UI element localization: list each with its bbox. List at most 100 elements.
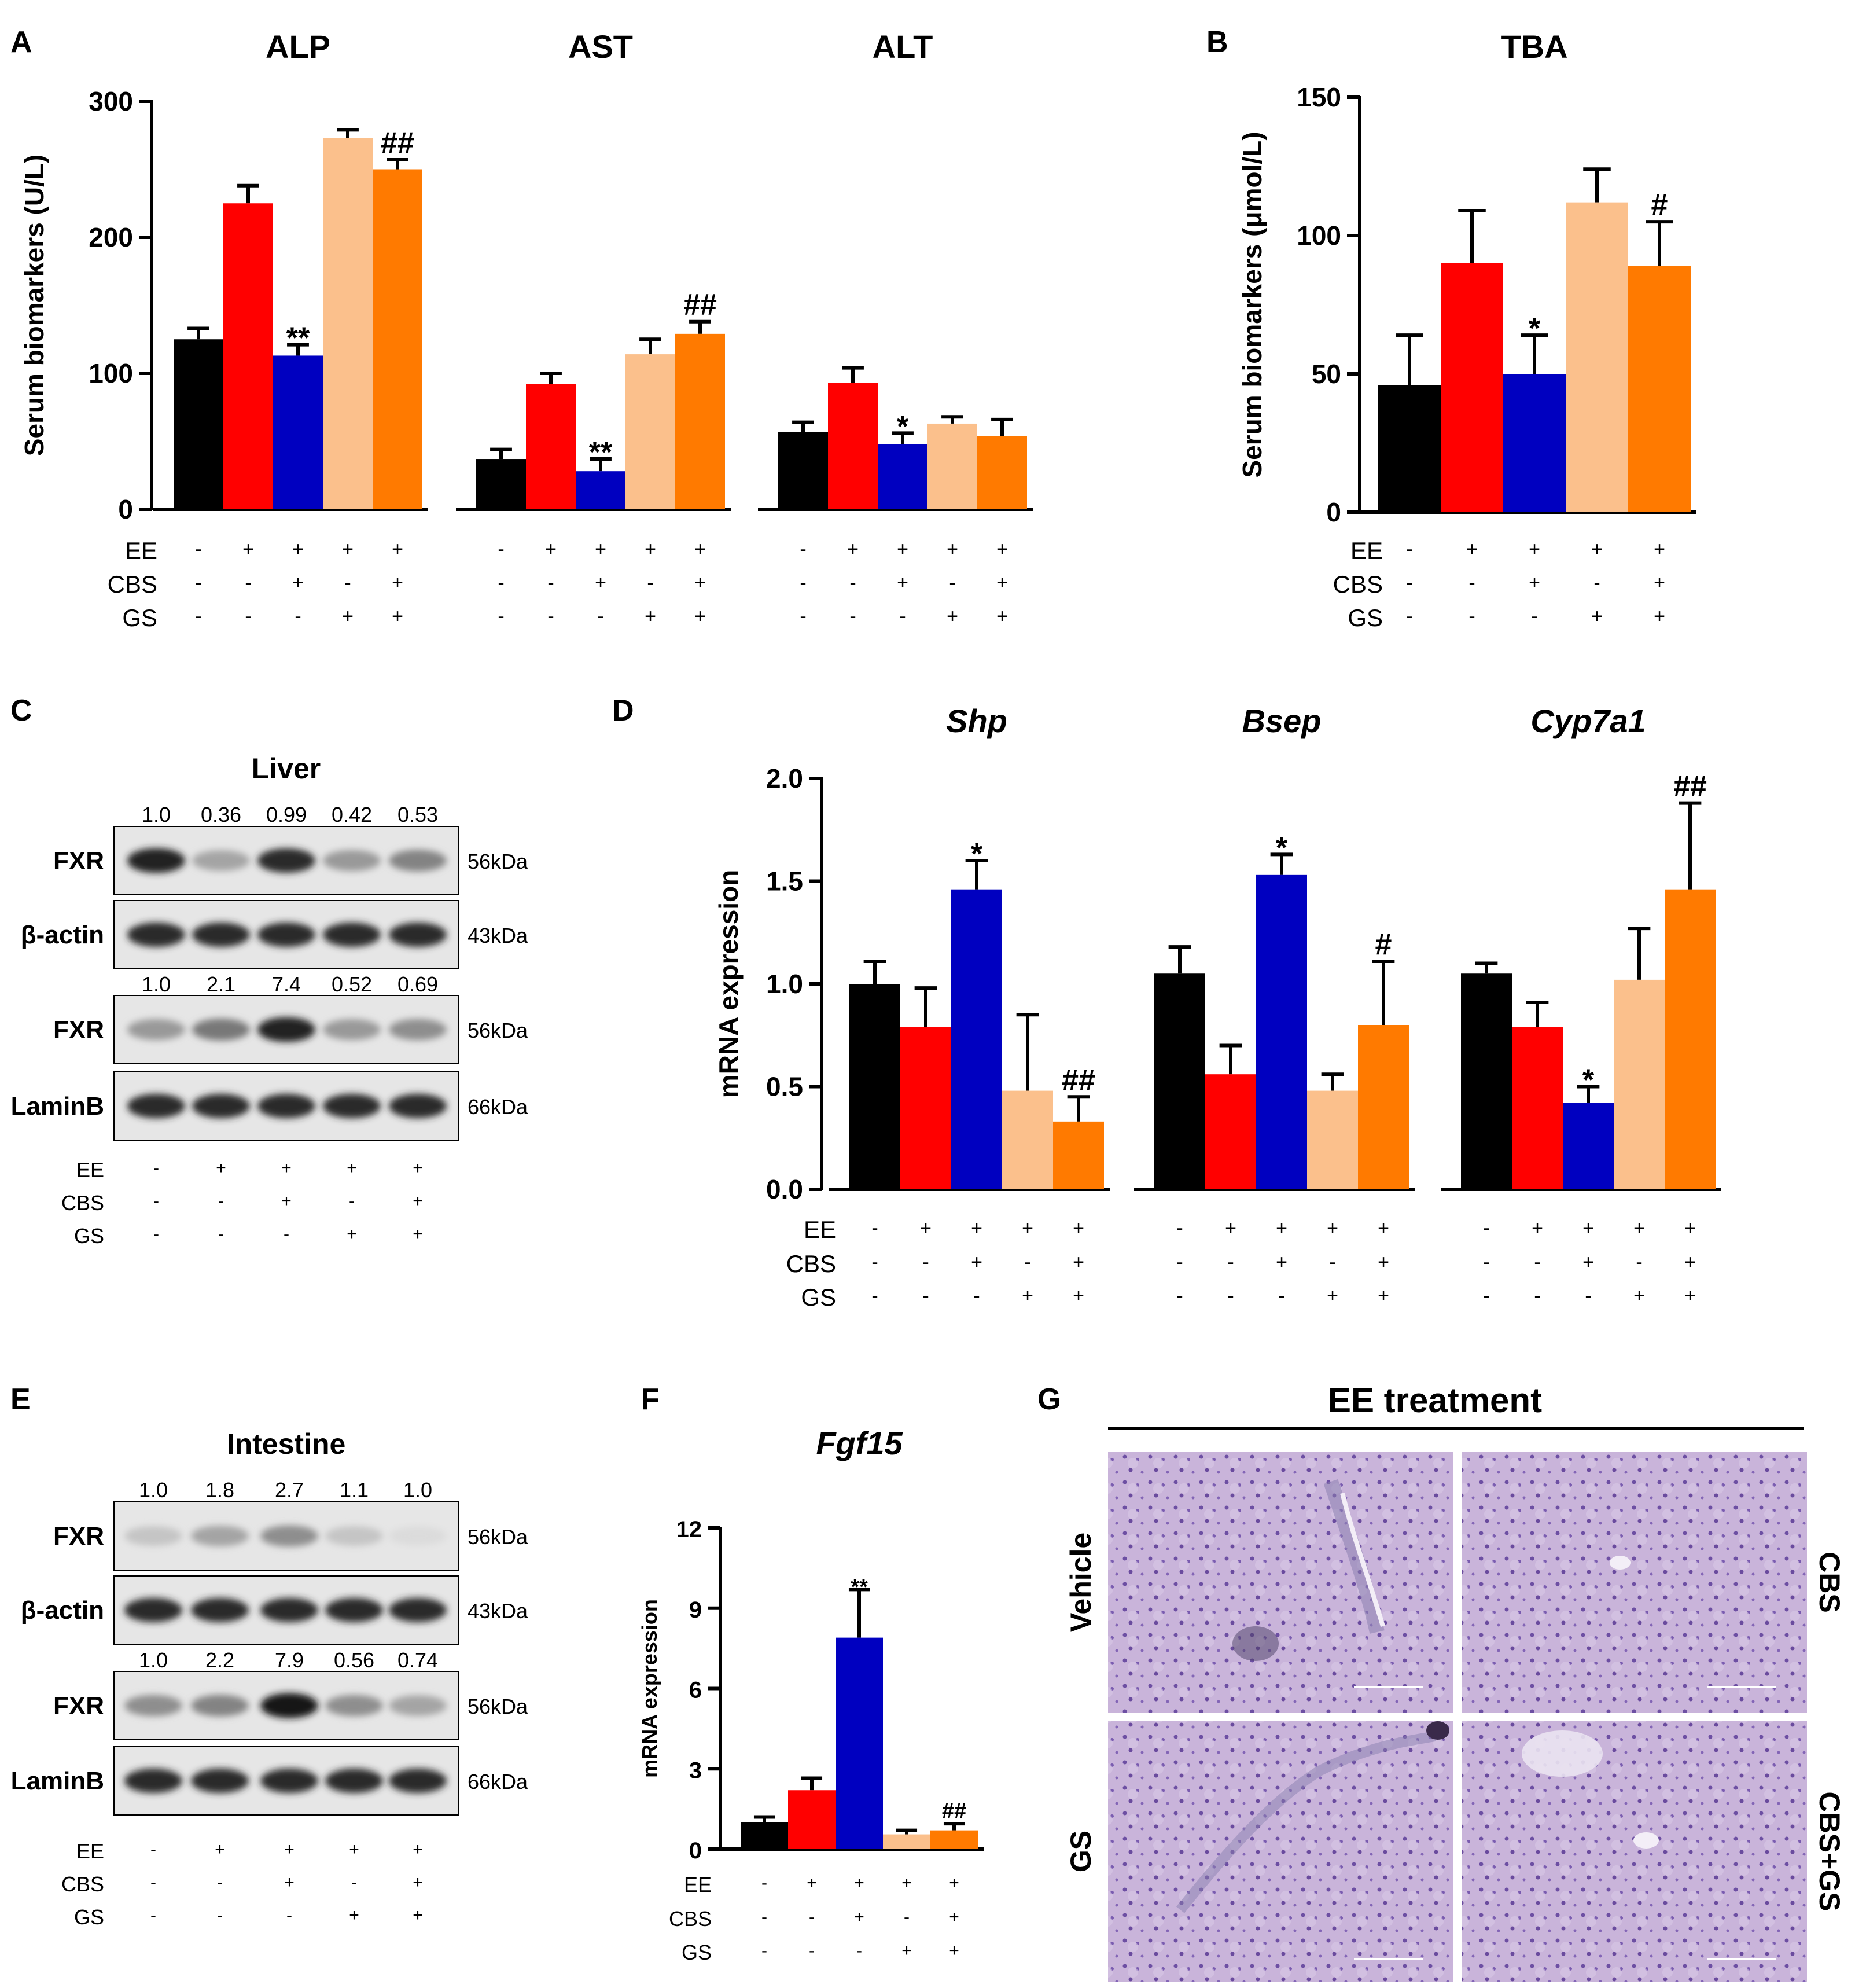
treatment-sign: - <box>218 1192 224 1211</box>
treatment-sign: + <box>694 572 706 594</box>
chart-panel-f: 0 3 6 9 12 mRNA expression Fgf15 ** ## - + + + + - - + - +… <box>638 1425 984 1964</box>
treatment-sign: + <box>1529 572 1540 594</box>
y-tick-label: 1.0 <box>766 969 803 999</box>
treatment-sign: + <box>971 1217 982 1239</box>
treatment-sign: + <box>284 1873 295 1892</box>
y-tick-label: 200 <box>89 222 133 252</box>
blot-band <box>323 1019 381 1041</box>
bar <box>1628 266 1691 512</box>
treatment-sign: - <box>1176 1251 1183 1273</box>
blot-band <box>257 1017 315 1042</box>
treatment-sign: + <box>1684 1285 1696 1307</box>
treatment-sign: + <box>595 538 606 560</box>
bar <box>977 436 1027 509</box>
quantification-value: 1.8 <box>205 1478 234 1502</box>
blot-band <box>325 1695 383 1717</box>
treatment-sign: - <box>922 1285 929 1307</box>
bar <box>1053 1121 1104 1189</box>
band-label: β-actin <box>21 921 104 949</box>
significance-label: * <box>971 837 983 871</box>
treatment-sign: - <box>195 538 201 560</box>
bar <box>373 169 422 509</box>
blot-band <box>191 1526 249 1546</box>
treatment-row-label: EE <box>804 1216 836 1243</box>
treatment-sign: - <box>547 572 554 594</box>
treatment-sign: + <box>1327 1217 1338 1239</box>
bar <box>1563 1103 1614 1189</box>
treatment-sign: - <box>849 572 856 594</box>
blot-band <box>192 922 250 947</box>
molecular-weight-label: 56kDa <box>468 1695 528 1718</box>
treatment-sign: + <box>996 572 1008 594</box>
significance-label: ** <box>286 322 310 355</box>
significance-label: ** <box>589 436 613 469</box>
y-tick-label: 150 <box>1297 82 1341 112</box>
treatment-sign: + <box>1582 1217 1594 1239</box>
treatment-sign: + <box>920 1217 932 1239</box>
quantification-value: 1.0 <box>139 1648 168 1672</box>
y-axis-label: Serum biomarkers (μmol/L) <box>1237 131 1267 477</box>
treatment-sign: + <box>1633 1285 1645 1307</box>
blot-band <box>260 1525 318 1547</box>
treatment-row-label: GS <box>122 604 157 631</box>
significance-label: ## <box>1673 770 1707 803</box>
y-tick-label: 12 <box>676 1517 702 1542</box>
treatment-row-label: CBS <box>108 571 157 598</box>
treatment-sign: + <box>1654 572 1665 594</box>
y-tick-label: 300 <box>89 86 133 116</box>
treatment-sign: - <box>218 1225 224 1244</box>
bar <box>883 1834 930 1849</box>
bar <box>625 354 675 509</box>
group-title: ALP <box>266 28 330 65</box>
bar <box>849 984 900 1189</box>
treatment-sign: + <box>996 605 1008 627</box>
blot-band <box>257 1093 315 1119</box>
treatment-sign: + <box>1327 1285 1338 1307</box>
bar <box>1566 202 1628 512</box>
treatment-sign: + <box>1225 1217 1236 1239</box>
treatment-sign: + <box>1654 538 1665 560</box>
significance-label: * <box>1529 312 1541 346</box>
chart-panel-b: 0 50 100 150 Serum biomarkers (μmol/L) TBA * # -… <box>1237 28 1696 631</box>
treatment-sign: + <box>901 1873 912 1893</box>
treatment-row-label: GS <box>74 1224 104 1248</box>
treatment-sign: - <box>809 1908 815 1927</box>
bar <box>927 423 977 509</box>
molecular-weight-label: 56kDa <box>468 1525 528 1549</box>
band-label: FXR <box>53 1522 104 1550</box>
treatment-sign: + <box>1378 1251 1389 1273</box>
quantification-value: 1.0 <box>142 803 171 826</box>
treatment-sign: - <box>871 1217 878 1239</box>
treatment-sign: - <box>547 605 554 627</box>
treatment-sign: - <box>153 1192 159 1211</box>
treatment-sign: - <box>800 538 806 560</box>
treatment-sign: + <box>971 1251 982 1273</box>
blot-band <box>191 1695 249 1717</box>
group-title: AST <box>568 28 633 65</box>
blot-band <box>389 1526 447 1546</box>
treatment-sign: + <box>1591 605 1603 627</box>
blot-band <box>323 1093 381 1119</box>
y-tick-label: 0 <box>689 1838 702 1864</box>
treatment-sign: - <box>761 1873 767 1893</box>
y-tick-label: 2.0 <box>766 763 803 793</box>
histology-label-vehicle: Vehicle <box>1065 1533 1097 1632</box>
group-title: TBA <box>1501 28 1567 65</box>
bar <box>526 384 576 509</box>
treatment-sign: + <box>897 538 908 560</box>
treatment-sign: - <box>899 605 906 627</box>
band-label: LaminB <box>11 1767 104 1795</box>
treatment-sign: - <box>284 1225 289 1244</box>
histology-label-cbs-gs: CBS+GS <box>1813 1791 1846 1911</box>
blot-band <box>389 922 447 947</box>
treatment-row-label: EE <box>1350 537 1383 564</box>
band-label: FXR <box>53 847 104 875</box>
treatment-row-label: CBS <box>61 1191 104 1215</box>
quantification-value: 0.52 <box>332 972 372 996</box>
blot-band <box>325 1526 383 1546</box>
treatment-sign: - <box>800 572 806 594</box>
chart-panel-d: 0.0 0.5 1.0 1.5 2.0 mRNA expression Shp * ## - + + +… <box>713 703 1721 1311</box>
significance-label: ## <box>942 1799 966 1823</box>
treatment-sign: - <box>904 1908 910 1927</box>
bar <box>174 339 223 509</box>
